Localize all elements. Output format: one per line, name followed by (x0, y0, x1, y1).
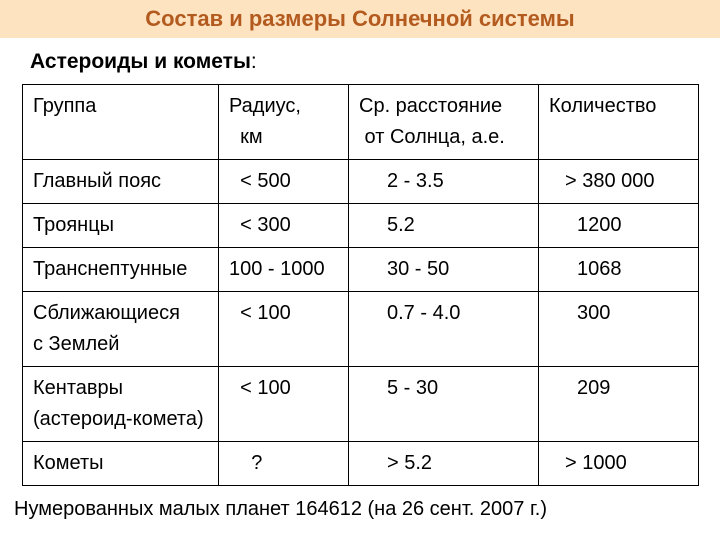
cell-dist: > 5.2 (349, 442, 539, 486)
cell-dist: 5 - 30 (349, 367, 539, 442)
table-row: Кометы ? > 5.2 > 1000 (23, 442, 699, 486)
table-row: Главный пояс < 500 2 - 3.5 > 380 000 (23, 160, 699, 204)
header-group: Группа (23, 85, 219, 160)
cell-count: 1200 (539, 204, 699, 248)
page-title: Состав и размеры Солнечной системы (145, 6, 574, 31)
cell-radius: ? (219, 442, 349, 486)
header-dist-l2: от Солнца, а.е. (359, 126, 505, 148)
header-dist-l1: Ср. расстояние (359, 95, 502, 117)
table-row: Сближающиесяс Землей < 100 0.7 - 4.0 300 (23, 292, 699, 367)
table-row: Троянцы < 300 5.2 1200 (23, 204, 699, 248)
cell-count: 1068 (539, 248, 699, 292)
cell-dist: 2 - 3.5 (349, 160, 539, 204)
cell-radius: 100 - 1000 (219, 248, 349, 292)
cell-count: > 380 000 (539, 160, 699, 204)
header-count: Количество (539, 85, 699, 160)
cell-count: 300 (539, 292, 699, 367)
cell-count: 209 (539, 367, 699, 442)
header-radius-l1: Радиус, (229, 95, 301, 117)
table-header-row: Группа Радиус, км Ср. расстояние от Солн… (23, 85, 699, 160)
title-band: Состав и размеры Солнечной системы (0, 0, 720, 38)
asteroids-table: Группа Радиус, км Ср. расстояние от Солн… (22, 84, 699, 486)
cell-dist: 0.7 - 4.0 (349, 292, 539, 367)
cell-radius: < 300 (219, 204, 349, 248)
header-dist: Ср. расстояние от Солнца, а.е. (349, 85, 539, 160)
cell-dist: 30 - 50 (349, 248, 539, 292)
cell-group: Троянцы (23, 204, 219, 248)
cell-count: > 1000 (539, 442, 699, 486)
cell-group: Транснептунные (23, 248, 219, 292)
cell-group: Кометы (23, 442, 219, 486)
cell-group: Кентавры(астероид-комета) (23, 367, 219, 442)
subtitle-bold: Астероиды и кометы (30, 50, 251, 73)
subtitle-colon: : (251, 50, 257, 73)
header-radius-l2: км (229, 126, 263, 148)
cell-radius: < 100 (219, 367, 349, 442)
subtitle: Астероиды и кометы: (30, 50, 720, 74)
cell-radius: < 500 (219, 160, 349, 204)
footnote: Нумерованных малых планет 164612 (на 26 … (14, 498, 720, 521)
cell-radius: < 100 (219, 292, 349, 367)
header-radius: Радиус, км (219, 85, 349, 160)
cell-group: Сближающиесяс Землей (23, 292, 219, 367)
cell-dist: 5.2 (349, 204, 539, 248)
table-row: Кентавры(астероид-комета) < 100 5 - 30 2… (23, 367, 699, 442)
table-row: Транснептунные 100 - 1000 30 - 50 1068 (23, 248, 699, 292)
cell-group: Главный пояс (23, 160, 219, 204)
